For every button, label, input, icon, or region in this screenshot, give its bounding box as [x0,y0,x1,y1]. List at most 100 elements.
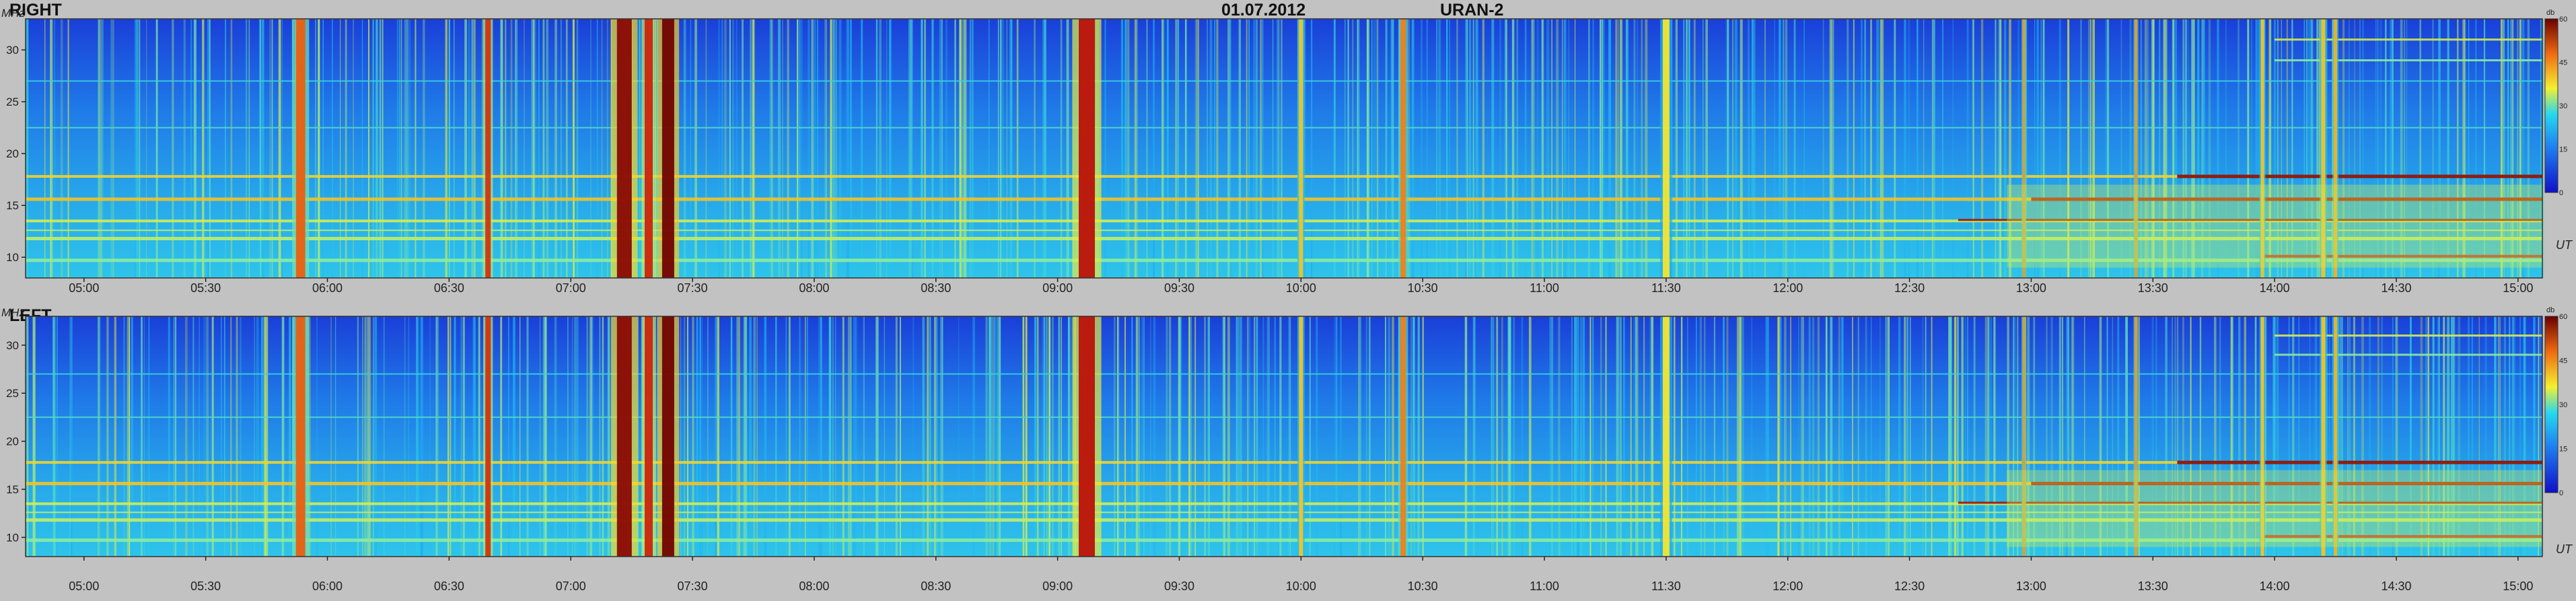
noise-stripe [1184,19,1187,278]
noise-stripe [724,19,727,278]
noise-stripe [2432,19,2434,278]
noise-stripe [798,19,801,278]
noise-stripe [1516,19,1519,278]
noise-stripe [1104,19,1106,278]
burst-core [2321,316,2326,557]
burst-core [1662,316,1670,557]
panel-left-ylabel: MHz [1,306,25,319]
noise-stripe [52,316,56,557]
noise-stripe [567,316,569,557]
noise-stripe [1562,19,1563,278]
noise-stripe [98,19,100,278]
noise-stripe [2390,19,2393,278]
noise-stripe [1279,316,1281,557]
noise-stripe [2201,19,2204,278]
noise-stripe [254,316,256,557]
noise-stripe [1472,19,1474,278]
noise-stripe [1942,19,1943,278]
noise-stripe [1392,316,1394,557]
interference-band [2031,482,2542,485]
noise-stripe [1777,316,1780,557]
noise-stripe [1335,316,1338,557]
noise-stripe [1358,316,1359,557]
noise-stripe [1135,19,1138,278]
interference-band [26,80,2542,82]
x-tick-label: 08:30 [921,281,951,295]
noise-stripe [2385,19,2387,278]
noise-stripe [1923,19,1925,278]
noise-stripe [690,19,692,278]
burst-core [1299,316,1303,557]
noise-stripe [2353,316,2355,557]
noise-stripe [2042,19,2044,278]
noise-stripe [1933,19,1935,278]
noise-stripe [1617,316,1619,557]
x-tick-label: 06:00 [312,579,343,593]
noise-stripe [2341,316,2343,557]
noise-stripe [2166,19,2168,278]
y-tick-label: 25 [6,387,19,400]
noise-stripe [736,316,738,557]
noise-stripe [1731,19,1734,278]
noise-stripe [1931,19,1933,278]
y-tick-label: 15 [6,199,19,212]
noise-stripe [2277,19,2279,278]
noise-stripe [143,316,145,557]
noise-stripe [1254,316,1256,557]
noise-stripe [1017,19,1019,278]
noise-stripe [1491,316,1493,557]
noise-stripe [744,316,747,557]
noise-stripe [935,316,938,557]
noise-stripe [544,316,546,557]
noise-stripe [2291,19,2293,278]
noise-stripe [1699,316,1701,557]
noise-stripe [1542,19,1544,278]
noise-stripe [2009,19,2011,278]
noise-stripe [1649,316,1652,557]
noise-stripe [2014,316,2016,557]
burst-core [1400,316,1406,557]
noise-stripe [1456,19,1458,278]
noise-stripe [1881,19,1884,278]
noise-stripe [1997,19,2000,278]
noise-stripe [832,19,835,278]
noise-stripe [1785,19,1787,278]
noise-stripe [1779,316,1782,557]
noise-stripe [1723,316,1725,557]
noise-stripe [1651,316,1654,557]
noise-stripe [1988,316,1990,557]
noise-stripe [1528,316,1532,557]
noise-stripe [1006,19,1008,278]
noise-stripe [532,19,535,278]
interference-band [26,197,2542,201]
noise-stripe [2326,316,2328,557]
noise-stripe [1167,316,1168,557]
noise-stripe [715,316,717,557]
noise-stripe [2163,19,2166,278]
noise-stripe [929,316,931,557]
noise-stripe [591,316,594,557]
noise-stripe [972,316,975,557]
noise-stripe [2199,316,2201,557]
noise-stripe [2392,316,2394,557]
panel-left-spectrogram-area [25,316,2543,557]
noise-stripe [2247,19,2250,278]
noise-stripe [1967,316,1968,557]
noise-stripe [778,19,781,278]
low-frequency-enhancement [2007,184,2542,268]
noise-stripe [1740,316,1742,557]
noise-stripe [1016,19,1018,278]
noise-stripe [1830,316,1833,557]
noise-stripe [1248,19,1250,278]
noise-stripe [1279,316,1282,557]
noise-stripe [2427,316,2429,557]
noise-stripe [435,316,438,557]
noise-stripe [1042,19,1045,278]
noise-stripe [832,19,835,278]
noise-stripe [879,19,882,278]
noise-stripe [1417,316,1419,557]
noise-stripe [2007,316,2009,557]
noise-stripe [114,316,116,557]
noise-stripe [1227,19,1229,278]
noise-stripe [1120,19,1124,278]
